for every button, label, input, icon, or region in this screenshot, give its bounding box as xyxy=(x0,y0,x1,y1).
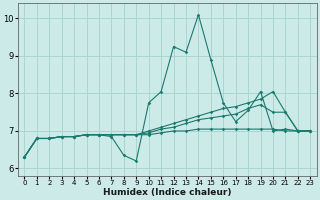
X-axis label: Humidex (Indice chaleur): Humidex (Indice chaleur) xyxy=(103,188,232,197)
